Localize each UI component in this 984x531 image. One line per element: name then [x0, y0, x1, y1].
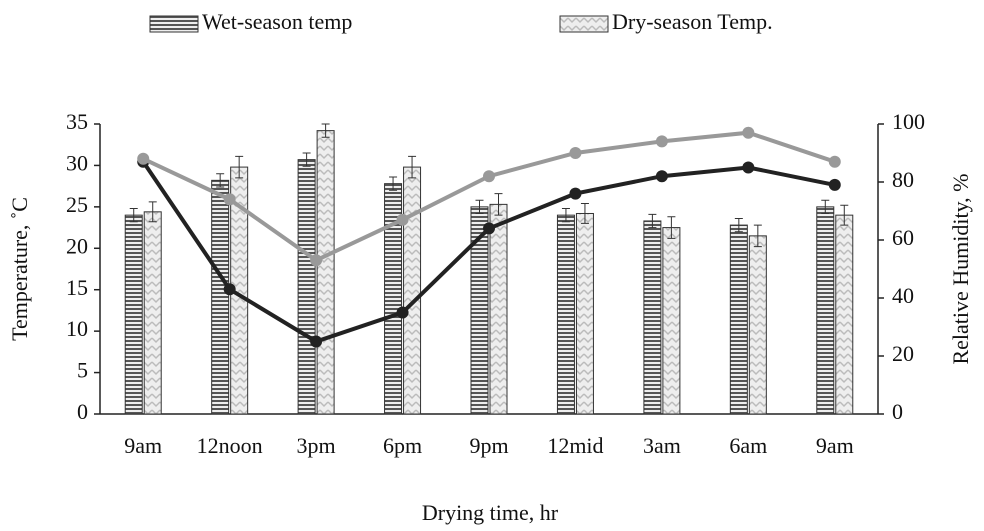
- error-bar: [494, 193, 503, 216]
- bar: [575, 212, 594, 415]
- y-tick-label: 10: [66, 316, 88, 341]
- error-bar: [753, 224, 762, 248]
- error-bar: [580, 203, 589, 224]
- y2-tick-label: 0: [892, 399, 903, 424]
- legend-swatch: [559, 15, 609, 33]
- error-bar: [389, 176, 398, 191]
- bar: [835, 214, 854, 415]
- x-tick-label: 9am: [816, 433, 854, 458]
- line-marker: [828, 155, 841, 168]
- x-tick-label: 6am: [729, 433, 767, 458]
- line-marker: [310, 335, 323, 348]
- line-marker: [396, 306, 409, 319]
- error-bar: [129, 208, 138, 223]
- error-bar: [148, 201, 157, 223]
- error-bar: [235, 155, 244, 179]
- error-bar: [648, 213, 657, 229]
- y-tick-label: 30: [66, 150, 88, 175]
- line-marker: [569, 147, 582, 159]
- line-marker: [396, 213, 409, 226]
- y2-axis-title: Relative Humidity, %: [948, 173, 973, 364]
- y-tick-label: 15: [66, 275, 88, 300]
- error-bar: [475, 199, 484, 214]
- error-bar: [408, 155, 417, 179]
- x-tick-label: 9pm: [469, 433, 508, 458]
- bar: [748, 235, 767, 415]
- error-bar: [321, 123, 330, 138]
- error-bar: [561, 208, 570, 223]
- bar: [124, 214, 143, 415]
- bar: [729, 224, 748, 415]
- x-tick-label: 12mid: [547, 433, 603, 458]
- x-tick-label: 6pm: [383, 433, 422, 458]
- error-bar: [821, 199, 830, 214]
- error-bar: [667, 216, 676, 239]
- bar: [316, 130, 335, 415]
- bar: [662, 227, 681, 415]
- line-marker: [223, 193, 236, 206]
- x-tick-label: 3pm: [297, 433, 336, 458]
- x-tick-label: 9am: [124, 433, 162, 458]
- line-marker: [483, 222, 495, 235]
- y-tick-label: 5: [77, 358, 88, 383]
- line-marker: [655, 135, 668, 148]
- y-tick-label: 20: [66, 233, 88, 258]
- bar: [556, 214, 575, 415]
- y-tick-label: 25: [66, 192, 88, 217]
- legend-swatch: [149, 15, 199, 33]
- y-tick-label: 35: [66, 109, 88, 134]
- y2-tick-label: 80: [892, 167, 914, 192]
- line-marker: [483, 170, 495, 183]
- bar: [489, 203, 508, 415]
- y2-tick-label: 40: [892, 283, 914, 308]
- error-bar: [734, 217, 743, 233]
- bar: [816, 206, 835, 415]
- x-tick-label: 3am: [643, 433, 681, 458]
- bar: [643, 220, 662, 415]
- bar: [211, 179, 230, 415]
- line-marker: [655, 170, 668, 183]
- bar: [143, 211, 162, 415]
- y-tick-label: 0: [77, 399, 88, 424]
- y-axis-title: Temperature, ˚C: [7, 197, 32, 341]
- error-bar: [302, 152, 311, 167]
- error-bar: [840, 204, 849, 226]
- y2-tick-label: 100: [892, 109, 925, 134]
- error-bar: [216, 173, 225, 188]
- x-axis-title: Drying time, hr: [422, 500, 559, 525]
- y2-tick-label: 20: [892, 341, 914, 366]
- line-marker: [828, 178, 841, 191]
- x-tick-label: 12noon: [197, 433, 263, 458]
- line-marker: [742, 161, 755, 174]
- legend-label: Dry-season Temp.: [612, 9, 773, 34]
- line-marker: [569, 187, 582, 200]
- bar: [297, 159, 316, 415]
- line-marker: [310, 254, 323, 267]
- legend-label: Wet-season temp: [202, 9, 352, 34]
- bar: [403, 166, 422, 415]
- line-marker: [137, 152, 150, 165]
- y2-tick-label: 60: [892, 225, 914, 250]
- line-marker: [742, 126, 755, 139]
- line-marker: [223, 283, 236, 296]
